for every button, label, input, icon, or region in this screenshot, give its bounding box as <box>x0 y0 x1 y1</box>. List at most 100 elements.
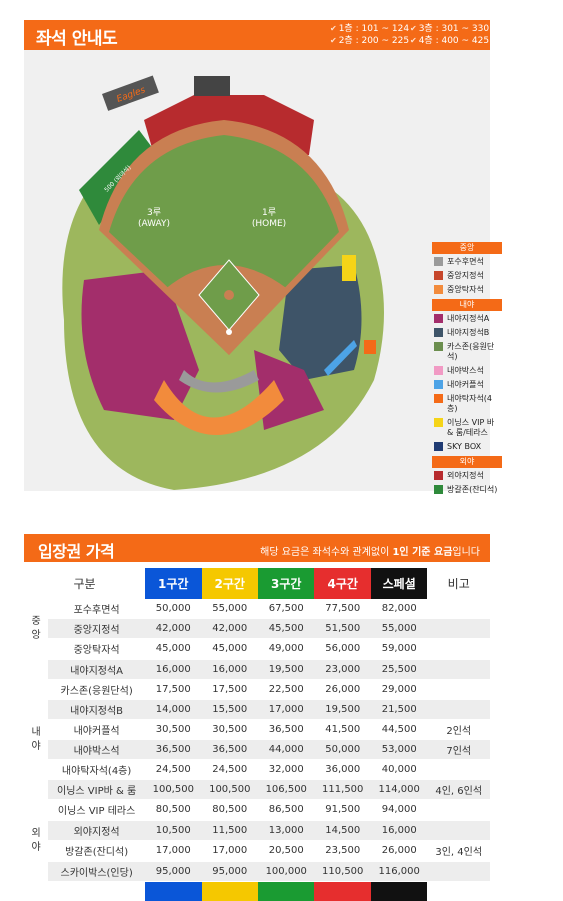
price-cell: 15,500 <box>202 700 258 720</box>
price-cell: 40,000 <box>371 760 427 780</box>
price-header: 입장권 가격 해당 요금은 좌석수와 관계없이 1인 기준 요금입니다 <box>24 534 490 562</box>
remarks-cell: 4인, 6인석 <box>427 780 490 800</box>
legend-heading-outfield: 외야 <box>432 456 502 468</box>
remarks-cell <box>427 599 490 619</box>
floor-4-range: 4층 : 400 ~ 425 <box>410 35 489 47</box>
seat-name: 포수후면석 <box>48 599 145 619</box>
price-cell: 55,000 <box>202 599 258 619</box>
price-cell: 41,500 <box>314 720 370 740</box>
price-cell: 14,500 <box>314 820 370 841</box>
price-cell: 100,500 <box>202 780 258 800</box>
floor-2-range: 2층 : 200 ~ 225 <box>330 35 409 47</box>
legend-item: 내야지정석A <box>434 314 502 324</box>
price-cell: 114,000 <box>371 780 427 800</box>
price-cell: 49,000 <box>258 639 314 660</box>
header-tier-3: 3구간 <box>258 568 314 599</box>
tier-color-bar <box>24 882 490 901</box>
price-cell: 36,500 <box>258 720 314 740</box>
price-cell: 100,500 <box>145 780 201 800</box>
price-cell: 24,500 <box>202 760 258 780</box>
zone-label: 중 앙 <box>24 599 48 659</box>
price-cell: 77,500 <box>314 599 370 619</box>
legend-item: 이닝스 VIP 바 & 룸/테라스 <box>434 418 502 438</box>
price-cell: 95,000 <box>145 861 201 882</box>
price-cell: 82,000 <box>371 599 427 619</box>
price-cell: 19,500 <box>314 700 370 720</box>
seat-guide-panel: 좌석 안내도 1층 : 101 ~ 124 3층 : 301 ~ 330 2층 … <box>24 20 490 491</box>
price-cell: 44,500 <box>371 720 427 740</box>
price-cell: 80,500 <box>145 800 201 821</box>
seat-name: 방갈존(잔디석) <box>48 841 145 862</box>
price-cell: 86,500 <box>258 800 314 821</box>
floor-3-range: 3층 : 301 ~ 330 <box>410 23 489 35</box>
remarks-cell <box>427 861 490 882</box>
price-cell: 91,500 <box>314 800 370 821</box>
zone-label <box>24 861 48 882</box>
seat-name: 내야지정석A <box>48 659 145 680</box>
price-cell: 17,500 <box>202 680 258 700</box>
legend-item: 카스존(응원단석) <box>434 342 502 362</box>
price-cell: 17,000 <box>258 700 314 720</box>
legend-item: 내야지정석B <box>434 328 502 338</box>
remarks-cell <box>427 680 490 700</box>
price-cell: 26,000 <box>314 680 370 700</box>
price-cell: 59,000 <box>371 639 427 660</box>
legend-item: 내야탁자석(4층) <box>434 394 502 414</box>
seat-name: 중앙탁자석 <box>48 639 145 660</box>
legend-item: 중앙지정석 <box>434 271 502 281</box>
price-cell: 36,000 <box>314 760 370 780</box>
legend-item: 방갈존(잔디석) <box>434 485 502 495</box>
price-cell: 30,500 <box>202 720 258 740</box>
pitcher-mound <box>224 290 234 300</box>
price-cell: 45,500 <box>258 619 314 639</box>
floor-1-range: 1층 : 101 ~ 124 <box>330 23 409 35</box>
price-cell: 16,000 <box>371 820 427 841</box>
price-cell: 19,500 <box>258 659 314 680</box>
scoreboard <box>194 76 230 96</box>
home-plate <box>226 329 232 335</box>
seat-name: 이닝스 VIP바 & 룸 <box>48 780 145 800</box>
price-cell: 20,500 <box>258 841 314 862</box>
price-cell: 45,000 <box>145 639 201 660</box>
remarks-cell: 3인, 4인석 <box>427 841 490 862</box>
price-cell: 21,500 <box>371 700 427 720</box>
remarks-cell <box>427 820 490 841</box>
price-cell: 24,500 <box>145 760 201 780</box>
header-tier-2: 2구간 <box>202 568 258 599</box>
price-cell: 51,500 <box>314 619 370 639</box>
price-cell: 111,500 <box>314 780 370 800</box>
price-panel: 입장권 가격 해당 요금은 좌석수와 관계없이 1인 기준 요금입니다 구분 1… <box>24 534 490 881</box>
price-cell: 29,000 <box>371 680 427 700</box>
price-cell: 14,000 <box>145 700 201 720</box>
seat-guide-title: 좌석 안내도 <box>36 24 117 49</box>
remarks-cell <box>427 639 490 660</box>
seat-name: 내야박스석 <box>48 740 145 760</box>
seat-name: 중앙지정석 <box>48 619 145 639</box>
eagles-logo: Eagles <box>102 76 159 111</box>
price-cell: 23,500 <box>314 841 370 862</box>
header-remarks: 비고 <box>427 568 490 599</box>
price-cell: 25,500 <box>371 659 427 680</box>
price-cell: 44,000 <box>258 740 314 760</box>
legend-item: 내야커플석 <box>434 380 502 390</box>
price-cell: 67,500 <box>258 599 314 619</box>
legend-item: 외야지정석 <box>434 471 502 481</box>
remarks-cell <box>427 800 490 821</box>
seat-legend: 중앙 포수후면석 중앙지정석 중앙탁자석 내야 내야지정석A 내야지정석B 카스… <box>432 238 502 499</box>
price-cell: 80,500 <box>202 800 258 821</box>
vip-bar-seats <box>342 255 356 281</box>
price-cell: 23,000 <box>314 659 370 680</box>
header-tier-4: 4구간 <box>314 568 370 599</box>
legend-heading-center: 중앙 <box>432 242 502 254</box>
